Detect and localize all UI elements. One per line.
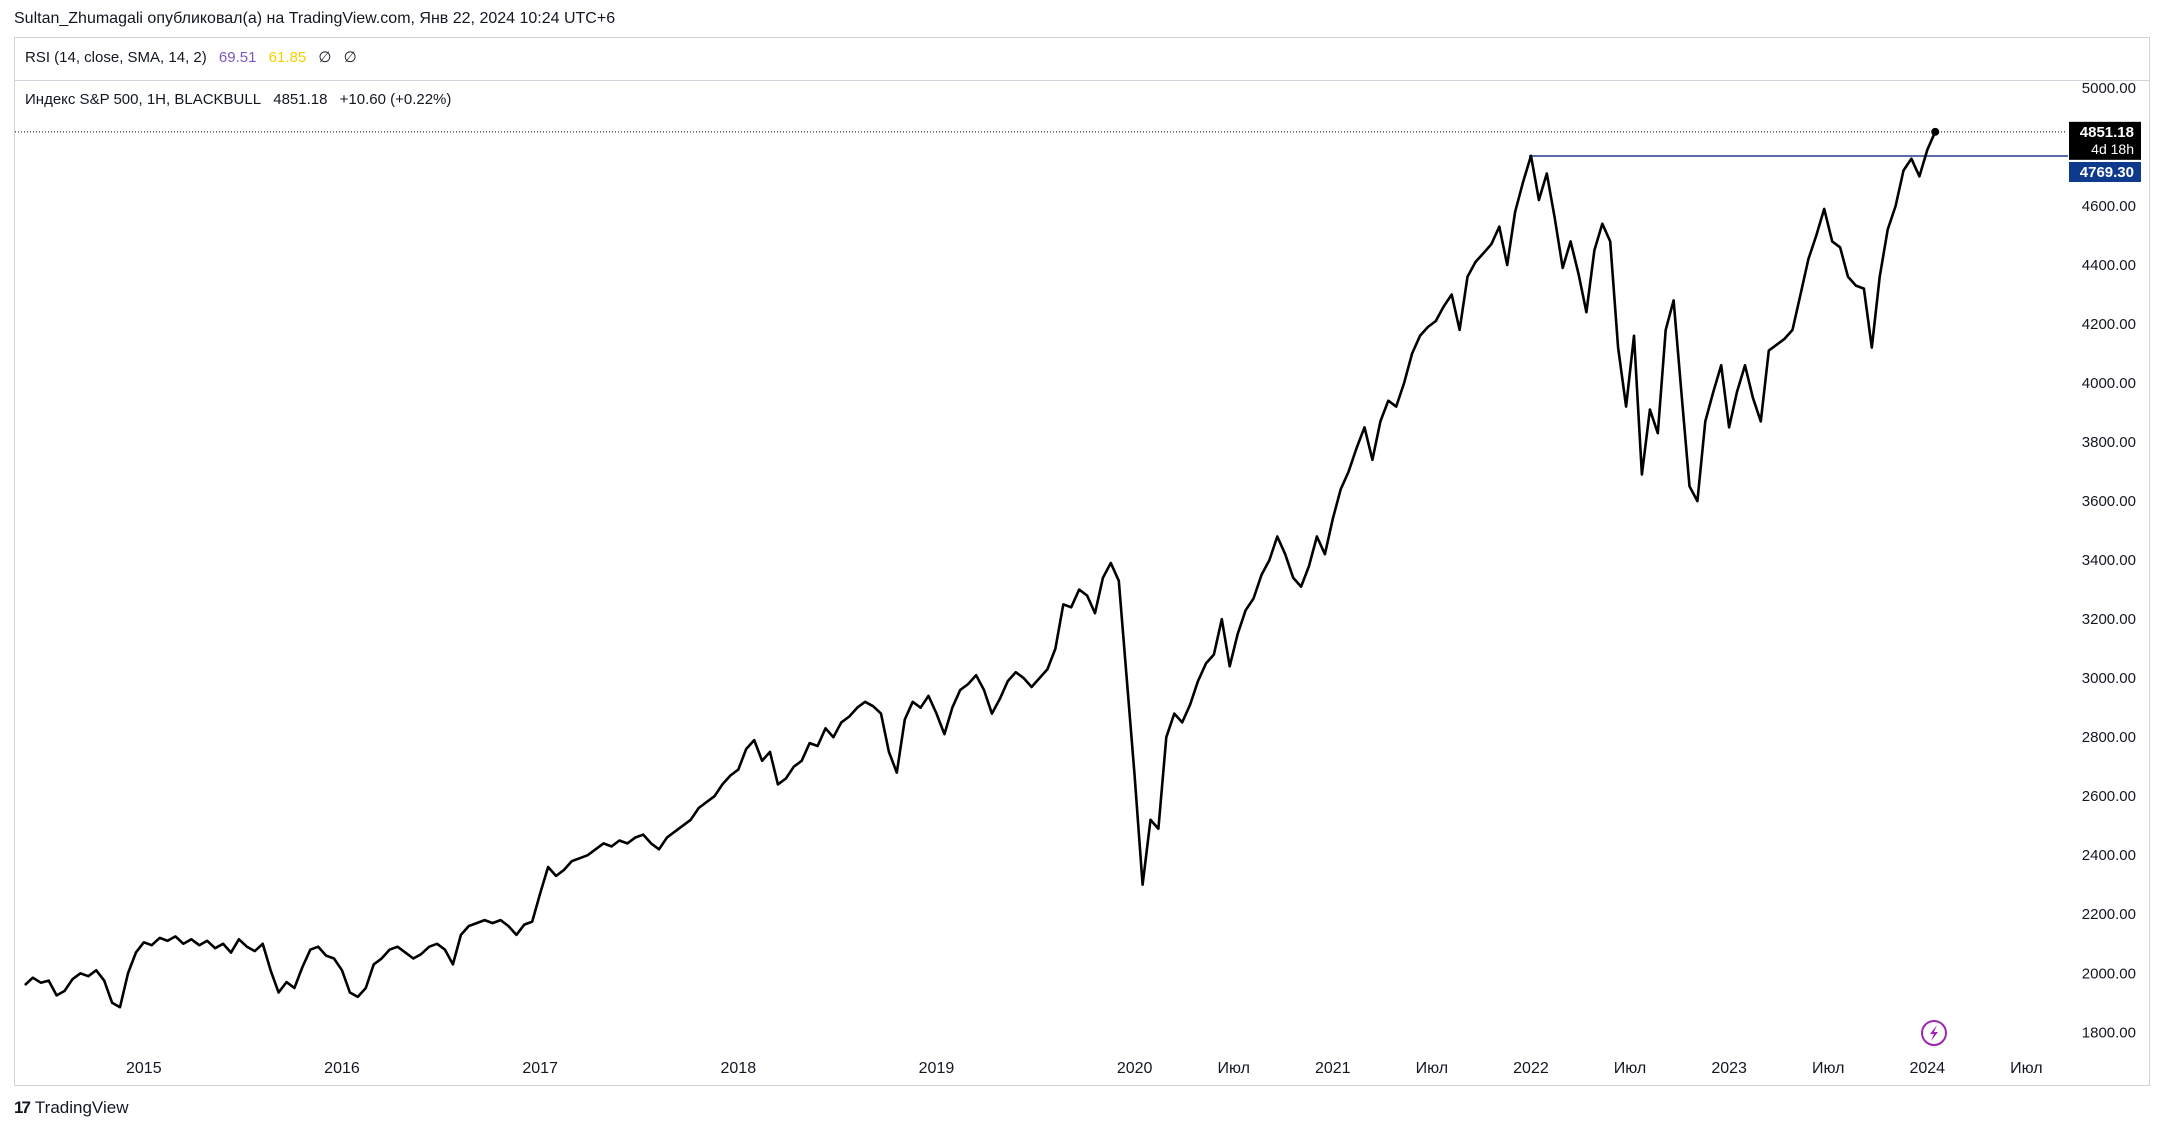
y-tick-label: 2800.00 (2082, 729, 2136, 746)
last-point-marker (1931, 127, 1940, 136)
x-tick-label: 2018 (721, 1060, 757, 1077)
last-price-tag (2069, 121, 2141, 160)
x-tick-label: Июл (1812, 1060, 1844, 1077)
y-tick-label: 3800.00 (2082, 434, 2136, 451)
x-tick-label: Июл (1614, 1060, 1646, 1077)
x-tick-label: Июл (1416, 1060, 1448, 1077)
y-tick-label: 3400.00 (2082, 552, 2136, 569)
rsi-sma-value: 61.85 (268, 49, 307, 66)
y-tick-label: 2600.00 (2082, 788, 2136, 805)
level-price-tag (2069, 161, 2141, 182)
x-tick-label: 2024 (1909, 1060, 1945, 1077)
symbol-label: Индекс S&P 500, 1H, BLACKBULL (25, 91, 262, 108)
y-tick-label: 3000.00 (2082, 670, 2136, 687)
y-tick-label: 4600.00 (2082, 198, 2136, 215)
y-tick-label: 3200.00 (2082, 611, 2136, 628)
x-tick-label: 2017 (522, 1060, 558, 1077)
lightning-bolt-icon (1930, 1025, 1938, 1041)
y-tick-label: 2400.00 (2082, 847, 2136, 864)
y-tick-label: 1800.00 (2082, 1024, 2136, 1041)
x-tick-label: 2015 (126, 1060, 162, 1077)
y-tick-label: 5000.00 (2082, 80, 2136, 97)
y-tick-label: 2000.00 (2082, 965, 2136, 982)
y-tick-label: 2200.00 (2082, 906, 2136, 923)
y-tick-label: 4400.00 (2082, 257, 2136, 274)
x-tick-label: Июл (2010, 1060, 2042, 1077)
rsi-extra-1: ∅ (318, 49, 332, 66)
last-value: 4851.18 (273, 91, 328, 108)
rsi-extra-2: ∅ (343, 49, 357, 66)
publish-info: Sultan_Zhumagali опубликовал(а) на Tradi… (14, 10, 616, 27)
countdown-label: 4d 18h (2091, 141, 2134, 157)
x-tick-label: 2023 (1711, 1060, 1747, 1077)
brand-name[interactable]: TradingView (34, 1098, 129, 1117)
x-tick-label: 2019 (919, 1060, 955, 1077)
x-tick-label: 2016 (324, 1060, 360, 1077)
change-value: +10.60 (+0.22%) (339, 91, 452, 108)
rsi-value: 69.51 (218, 49, 257, 66)
tradingview-logo-icon[interactable]: 17 (14, 1098, 31, 1117)
y-tick-label: 4000.00 (2082, 375, 2136, 392)
rsi-label: RSI (14, close, SMA, 14, 2) (25, 49, 207, 66)
x-tick-label: 2022 (1513, 1060, 1549, 1077)
x-tick-label: 2020 (1117, 1060, 1153, 1077)
last-price-label: 4851.18 (2080, 124, 2134, 141)
x-tick-label: 2021 (1315, 1060, 1351, 1077)
rsi-pane[interactable]: RSI (14, close, SMA, 14, 2) 69.51 61.85 … (15, 38, 2149, 81)
rsi-legend[interactable]: RSI (14, close, SMA, 14, 2) 69.51 61.85 … (25, 48, 365, 66)
y-tick-label: 3600.00 (2082, 493, 2136, 510)
main-legend[interactable]: Индекс S&P 500, 1H, BLACKBULL 4851.18 +1… (25, 91, 459, 108)
level-price-label: 4769.30 (2080, 164, 2134, 181)
chart-frame[interactable] (14, 37, 2150, 1086)
y-tick-label: 4200.00 (2082, 316, 2136, 333)
lightning-icon[interactable] (1921, 1020, 1947, 1046)
price-series-line (24, 131, 1937, 1009)
footer: 17 TradingView (14, 1098, 128, 1118)
x-tick-label: Июл (1217, 1060, 1249, 1077)
